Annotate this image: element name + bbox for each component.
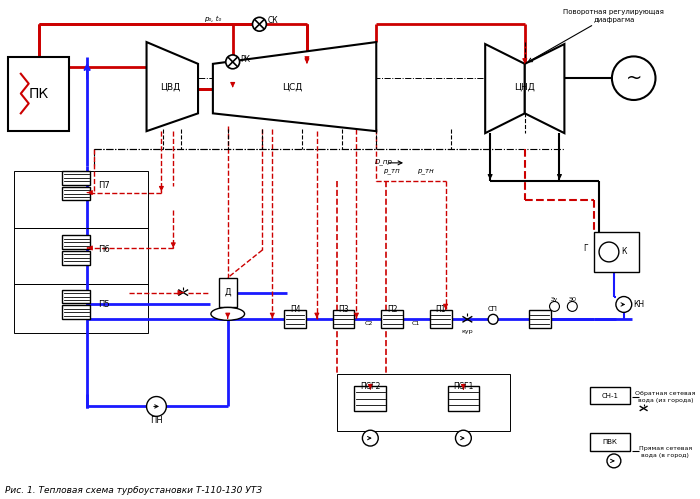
Bar (219, 278, 237, 307)
Bar (62, 187, 90, 201)
Polygon shape (463, 316, 473, 322)
Text: Г: Г (583, 244, 587, 252)
Text: К: К (621, 248, 626, 256)
Bar (354, 386, 386, 411)
Text: С2: С2 (364, 321, 372, 326)
Circle shape (488, 314, 498, 324)
Bar (62, 171, 90, 185)
Text: вода (в город): вода (в город) (641, 454, 690, 459)
Text: Поворотная регулирующая: Поворотная регулирующая (564, 9, 664, 15)
Polygon shape (485, 44, 525, 133)
Polygon shape (640, 406, 648, 411)
Text: П5: П5 (98, 300, 110, 309)
Bar (332, 310, 354, 328)
Text: ЦСД: ЦСД (282, 82, 302, 91)
Text: СН-1: СН-1 (601, 393, 618, 399)
Bar (382, 310, 403, 328)
Text: p_тн: p_тн (417, 168, 434, 174)
Polygon shape (146, 42, 198, 131)
Polygon shape (178, 289, 188, 295)
Circle shape (550, 301, 559, 311)
Circle shape (599, 242, 619, 262)
Text: ~: ~ (626, 69, 642, 88)
Text: Прямая сетевая: Прямая сетевая (639, 446, 692, 451)
Bar (590, 387, 630, 405)
Text: вода (из города): вода (из города) (638, 398, 693, 403)
Ellipse shape (211, 307, 244, 320)
Text: p₀, t₀: p₀, t₀ (204, 16, 221, 22)
Text: С1: С1 (412, 321, 420, 326)
Text: КН: КН (633, 300, 644, 309)
Text: p_тп: p_тп (383, 168, 400, 174)
Text: ПСГ1: ПСГ1 (453, 382, 474, 391)
Text: П1: П1 (435, 305, 446, 314)
Bar (8, 57, 69, 131)
Bar (62, 251, 90, 265)
Text: П2: П2 (387, 305, 398, 314)
Circle shape (253, 17, 267, 31)
Text: ЦНД: ЦНД (514, 82, 536, 91)
Text: кур: кур (461, 329, 473, 334)
Bar (430, 310, 452, 328)
Bar (590, 433, 630, 451)
Polygon shape (213, 42, 377, 131)
Bar (62, 305, 90, 319)
Bar (14, 283, 148, 333)
Polygon shape (525, 44, 564, 133)
Bar (528, 310, 550, 328)
Circle shape (146, 397, 167, 416)
Text: СП: СП (488, 306, 498, 312)
Text: РК: РК (241, 55, 251, 64)
Circle shape (226, 55, 239, 69)
Text: Рис. 1. Тепловая схема турбоустановки Т-110-130 УТЗ: Рис. 1. Тепловая схема турбоустановки Т-… (5, 486, 262, 495)
Circle shape (607, 454, 621, 468)
Text: Эу: Эу (551, 297, 558, 302)
Bar (14, 171, 148, 228)
Circle shape (363, 430, 378, 446)
Text: П7: П7 (98, 181, 110, 190)
Circle shape (616, 296, 631, 312)
Text: Обратная сетевая: Обратная сетевая (635, 391, 696, 396)
Bar (337, 374, 510, 431)
Circle shape (456, 430, 471, 446)
Text: ПСГ2: ПСГ2 (360, 382, 381, 391)
Circle shape (568, 301, 578, 311)
Bar (14, 228, 148, 283)
Text: ПК: ПК (29, 86, 49, 100)
Text: П3: П3 (338, 305, 349, 314)
Text: D_пр: D_пр (375, 159, 393, 165)
Circle shape (612, 56, 655, 100)
Text: ЭО: ЭО (568, 297, 576, 302)
Bar (62, 235, 90, 249)
Bar (447, 386, 480, 411)
Bar (594, 232, 638, 272)
Text: ПН: ПН (150, 416, 163, 425)
Text: П4: П4 (290, 305, 300, 314)
Text: ПВК: ПВК (603, 439, 617, 445)
Polygon shape (463, 316, 473, 322)
Text: СК: СК (268, 16, 279, 25)
Text: П6: П6 (98, 246, 110, 254)
Text: ЦВД: ЦВД (160, 82, 181, 91)
Text: диафрагма: диафрагма (593, 17, 635, 23)
Polygon shape (640, 406, 648, 411)
Polygon shape (178, 289, 188, 295)
Bar (284, 310, 306, 328)
Bar (62, 289, 90, 303)
Text: Д: Д (225, 288, 231, 297)
